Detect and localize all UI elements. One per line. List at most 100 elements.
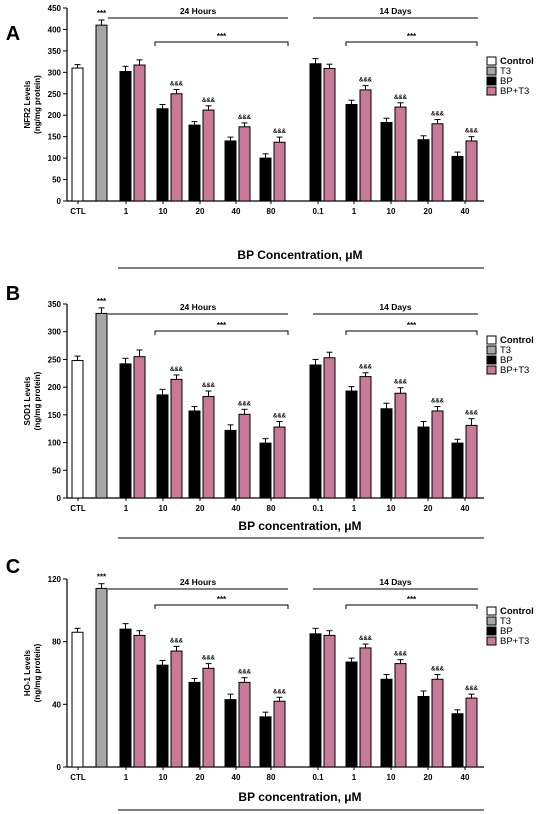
bar-bp-t3	[359, 89, 372, 202]
x-axis-label-text: BP concentration,	[238, 519, 344, 533]
x-tick-label: CTL	[70, 504, 86, 513]
bar-t3	[95, 312, 108, 499]
x-tick-label: 40	[232, 207, 241, 216]
bar-bp	[345, 390, 358, 499]
bar-bp-t3	[431, 123, 444, 202]
significance-marker: &&&	[238, 670, 252, 676]
significance-marker: &&&	[238, 115, 252, 121]
y-tick-label: 250	[48, 355, 62, 364]
bar-bp	[119, 70, 132, 202]
significance-stars: ***	[217, 595, 227, 604]
panel-letter: A	[6, 23, 20, 45]
significance-marker: &&&	[359, 365, 373, 371]
significance-bracket	[154, 41, 289, 46]
panel-a: A 0 50 100 150 200 250 300 350 400 450 NFR2 Levels(…	[6, 4, 534, 269]
bar-bp-t3	[133, 356, 146, 499]
bar-bp	[188, 124, 201, 202]
x-axis-label-unit: μM	[344, 790, 361, 804]
bar-bp	[345, 661, 358, 768]
significance-marker: &&&	[273, 129, 287, 135]
panel-letter: B	[6, 283, 20, 305]
significance-marker: &&&	[394, 380, 408, 386]
bar-bp-t3	[202, 667, 215, 768]
y-tick-label: 0	[57, 197, 62, 206]
y-tick-label: 0	[57, 763, 62, 772]
legend-swatch	[486, 86, 497, 96]
significance-marker: &&&	[202, 383, 216, 389]
panel-letter: C	[6, 556, 20, 578]
x-tick-label: 80	[267, 773, 276, 782]
group-label: 14 Days	[379, 577, 411, 587]
legend-label: BP	[500, 626, 513, 637]
significance-marker: &&&	[202, 656, 216, 662]
bar-bp-t3	[323, 67, 336, 202]
y-tick-label: 200	[48, 111, 62, 120]
significance-marker: &&&	[202, 98, 216, 104]
x-tick-label: 20	[424, 773, 433, 782]
bar-bp-t3	[133, 64, 146, 202]
bar-bp	[156, 664, 169, 768]
bar-bp	[224, 140, 237, 202]
y-tick-label: 50	[52, 176, 61, 185]
x-tick-label: 40	[461, 207, 470, 216]
bar-bp-t3	[323, 357, 336, 499]
bar-bp	[224, 699, 237, 768]
x-tick-label: 10	[159, 504, 168, 513]
x-axis-label: BP concentration, μM	[238, 790, 361, 804]
x-axis-label-unit: μM	[345, 248, 362, 262]
y-tick-label: 350	[48, 47, 62, 56]
bar-bp	[119, 363, 132, 499]
x-tick-label: 80	[267, 207, 276, 216]
bar-control	[71, 360, 84, 499]
legend-label: Control	[500, 335, 534, 346]
panel-b: B 0 50 100 150 200 250 300 350 SOD1 Levels (ng/mg …	[6, 283, 534, 539]
y-axis-label-unit: (ng/mg protein)	[33, 371, 42, 430]
significance-bracket	[345, 330, 478, 335]
significance-marker: &&&	[431, 667, 445, 673]
significance-marker: ***	[97, 297, 107, 306]
significance-marker: &&&	[273, 414, 287, 420]
significance-marker: &&&	[465, 129, 479, 135]
x-tick-label: 20	[196, 504, 205, 513]
y-tick-label: 80	[52, 638, 61, 647]
x-tick-label: CTL	[70, 773, 86, 782]
bar-bp	[451, 713, 464, 768]
significance-bracket	[154, 330, 289, 335]
x-tick-label: 0.1	[312, 504, 324, 513]
legend-swatch	[486, 365, 497, 375]
legend-label: T3	[500, 616, 511, 627]
legend-swatch	[486, 626, 497, 636]
y-tick-label: 300	[48, 68, 62, 77]
y-tick-label: 150	[48, 133, 62, 142]
legend-swatch	[486, 606, 497, 616]
group-label: 24 Hours	[180, 302, 217, 312]
legend-label: BP+T3	[500, 636, 529, 647]
y-tick-label: 100	[48, 154, 62, 163]
y-tick-label: 250	[48, 90, 62, 99]
x-tick-label: 1	[352, 504, 357, 513]
bar-bp	[451, 155, 464, 202]
bar-bp-t3	[273, 141, 286, 202]
bar-bp-t3	[238, 413, 251, 499]
bar-bp	[259, 157, 272, 202]
significance-marker: &&&	[394, 95, 408, 101]
bar-bp-t3	[394, 392, 407, 499]
y-axis-label-unit: (ng/mg protein)	[33, 75, 42, 134]
bar-bp	[156, 394, 169, 499]
y-tick-label: 400	[48, 25, 62, 34]
legend-label: Control	[500, 56, 534, 67]
legend-swatch	[486, 636, 497, 646]
x-tick-label: 1	[124, 207, 129, 216]
legend-swatch	[486, 335, 497, 345]
significance-bracket	[154, 604, 289, 609]
y-tick-label: 150	[48, 411, 62, 420]
x-tick-label: 0.1	[312, 773, 324, 782]
significance-marker: &&&	[359, 78, 373, 84]
x-tick-label: 1	[352, 207, 357, 216]
x-tick-label: CTL	[70, 207, 86, 216]
significance-bracket	[345, 41, 478, 46]
y-tick-label: 450	[48, 4, 62, 13]
x-tick-label: 20	[196, 207, 205, 216]
significance-marker: &&&	[170, 638, 184, 644]
